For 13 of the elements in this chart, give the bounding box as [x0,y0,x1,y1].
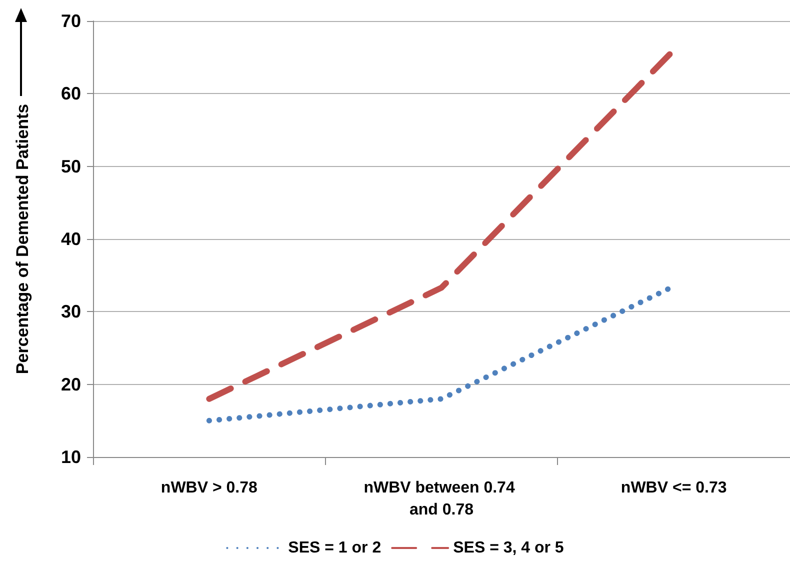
y-tick-label: 40 [60,229,81,249]
y-tick-label: 20 [60,374,81,394]
y-tick-label: 30 [60,302,81,322]
y-tick-label: 70 [60,11,81,31]
legend-label: SES = 3, 4 or 5 [453,540,564,556]
y-tick-label: 60 [60,84,81,104]
x-tick-label: nWBV <= 0.73 [620,480,727,496]
x-tick-label: nWBV > 0.78 [160,480,258,496]
x-tick-label: nWBV between 0.74 and 0.78 [364,480,520,518]
y-tick-label: 10 [60,447,81,467]
y-tick-label: 50 [60,156,81,176]
legend-label: SES = 1 or 2 [288,540,382,556]
y-axis-title: Percentage of Demented Patients [13,104,32,374]
